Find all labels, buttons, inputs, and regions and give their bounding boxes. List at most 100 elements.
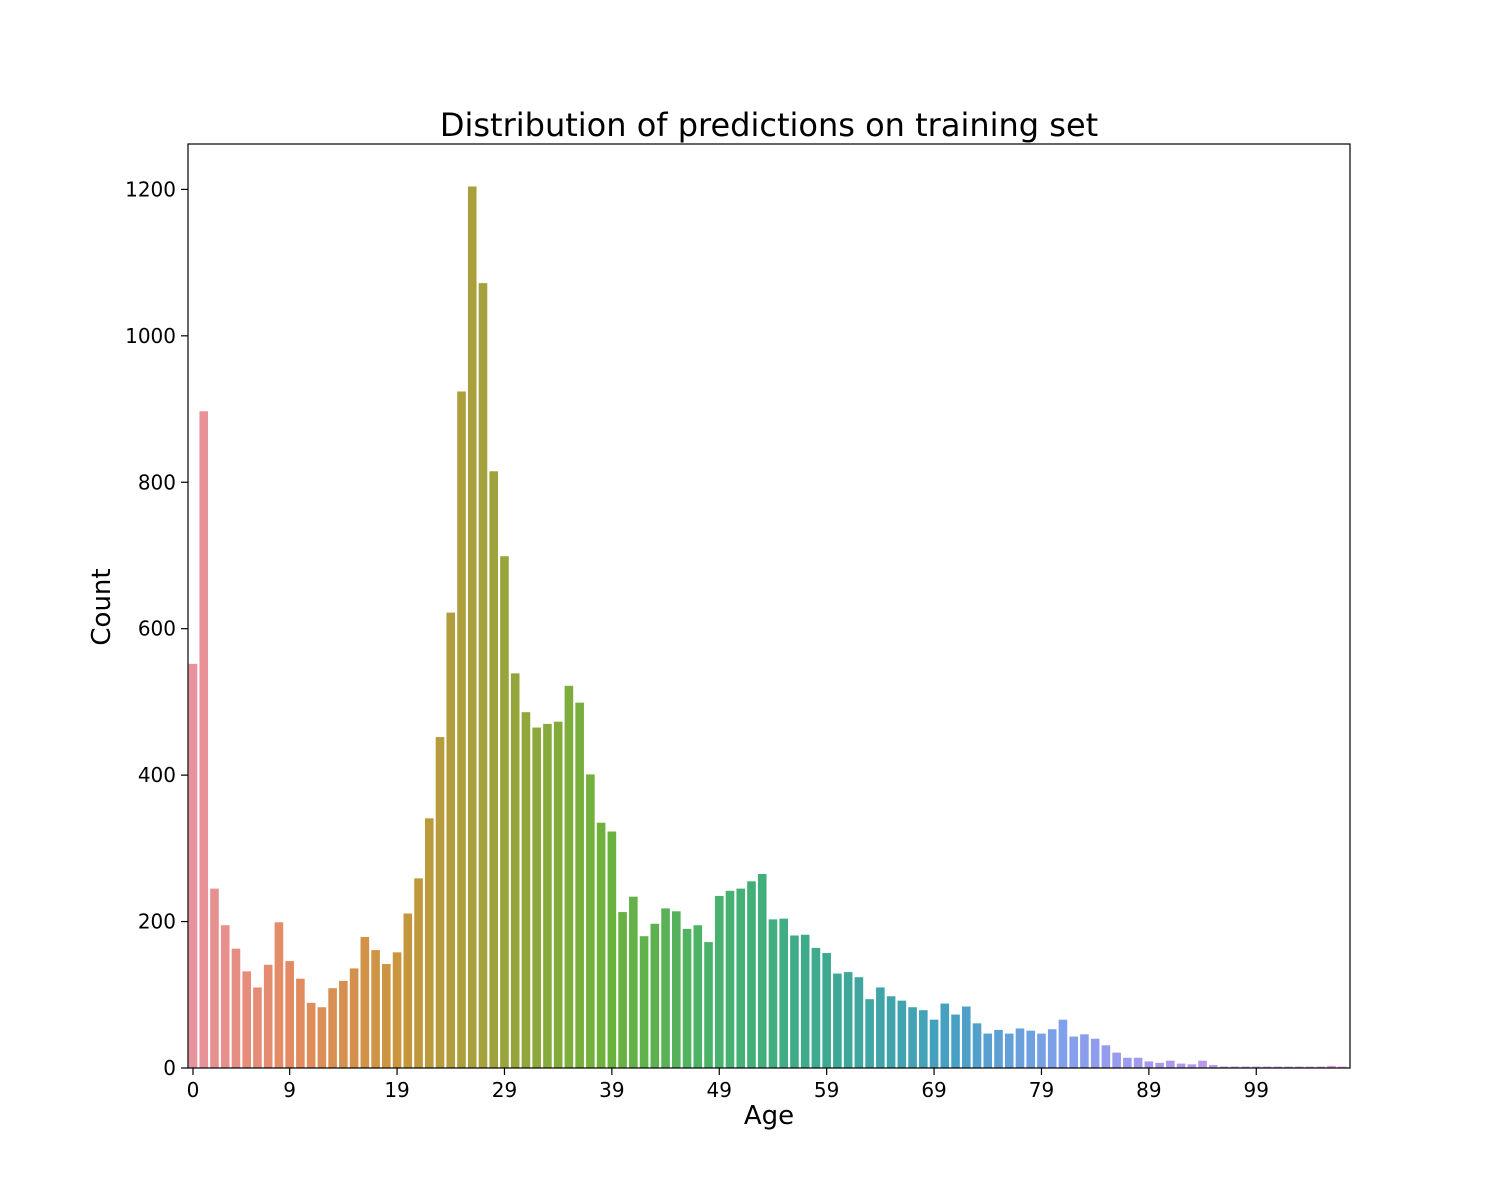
bar-age-60 (833, 973, 842, 1068)
bar-age-48 (704, 942, 713, 1068)
y-tick-label: 1200 (125, 177, 176, 201)
bar-age-0 (188, 663, 198, 1068)
bar-age-55 (779, 918, 788, 1068)
bar-age-76 (1004, 1033, 1014, 1068)
bar-age-30 (510, 673, 520, 1068)
x-tick-label: 0 (187, 1078, 200, 1102)
bar-age-71 (951, 1014, 960, 1068)
bar-age-97 (1230, 1066, 1240, 1068)
bar-age-98 (1241, 1066, 1250, 1068)
bar-age-74 (983, 1033, 993, 1068)
bar-age-32 (532, 727, 541, 1068)
bar-age-88 (1133, 1057, 1143, 1068)
bar-age-43 (650, 923, 660, 1068)
bar-age-17 (371, 950, 380, 1068)
bar-age-4 (231, 948, 241, 1068)
bar-age-29 (500, 556, 509, 1068)
bar-age-84 (1090, 1038, 1100, 1068)
bar-age-85 (1101, 1045, 1111, 1068)
bar-age-59 (822, 953, 831, 1068)
plot-frame (187, 143, 1351, 1069)
bar-age-107 (1337, 1066, 1347, 1068)
bar-age-47 (693, 925, 703, 1068)
x-axis-label: Age (744, 1101, 794, 1131)
bar-age-94 (1198, 1060, 1207, 1068)
x-tick-label: 59 (814, 1078, 839, 1102)
bar-age-96 (1219, 1066, 1229, 1068)
bar-age-10 (296, 978, 305, 1068)
bar-age-52 (747, 881, 756, 1068)
bar-age-58 (811, 947, 821, 1068)
bar-age-2 (210, 888, 219, 1068)
bar-age-95 (1209, 1065, 1218, 1068)
bar-age-19 (392, 952, 402, 1068)
x-tick-label: 79 (1029, 1078, 1054, 1102)
bar-age-62 (854, 977, 864, 1068)
bar-age-38 (596, 822, 606, 1068)
bar-age-78 (1026, 1030, 1036, 1068)
bar-age-39 (607, 831, 617, 1068)
bar-age-40 (618, 912, 627, 1068)
y-tick-label: 800 (138, 470, 176, 494)
bar-age-79 (1037, 1033, 1046, 1068)
bar-age-16 (360, 936, 370, 1068)
bar-age-45 (672, 911, 681, 1068)
bar-age-64 (876, 987, 885, 1068)
bar-age-57 (800, 934, 810, 1068)
bar-age-87 (1123, 1057, 1132, 1068)
bar-age-35 (564, 685, 574, 1068)
bar-age-53 (757, 873, 767, 1068)
bar-age-82 (1069, 1036, 1078, 1068)
bar-age-91 (1166, 1060, 1175, 1068)
bar-age-41 (629, 896, 638, 1068)
bar-age-72 (961, 1006, 971, 1068)
x-tick-label: 19 (384, 1078, 409, 1102)
bar-age-12 (317, 1007, 327, 1068)
bar-age-22 (424, 818, 434, 1068)
y-tick-label: 200 (138, 910, 176, 934)
bar-age-67 (908, 1007, 917, 1068)
bar-age-44 (661, 908, 670, 1068)
bar-age-103 (1294, 1066, 1304, 1068)
bar-age-92 (1176, 1063, 1186, 1068)
bar-age-56 (790, 935, 799, 1068)
bar-age-63 (865, 999, 874, 1068)
bar-age-1 (199, 411, 209, 1068)
bar-age-69 (929, 1019, 939, 1068)
bar-age-66 (897, 1000, 907, 1068)
bar-age-11 (306, 1002, 316, 1068)
x-tick-label: 89 (1136, 1078, 1161, 1102)
bar-age-49 (714, 895, 724, 1068)
chart-title: Distribution of predictions on training … (440, 106, 1098, 144)
bar-age-106 (1327, 1065, 1336, 1068)
bar-age-99 (1251, 1066, 1261, 1068)
bar-age-68 (919, 1010, 928, 1068)
x-tick-label: 9 (283, 1078, 296, 1102)
x-tick-label: 69 (921, 1078, 946, 1102)
bar-age-86 (1112, 1052, 1121, 1068)
bar-age-7 (263, 964, 273, 1068)
bar-age-20 (403, 913, 413, 1068)
bar-age-31 (521, 712, 531, 1068)
bar-age-73 (972, 1023, 982, 1068)
bar-age-33 (543, 723, 552, 1068)
bar-age-80 (1047, 1029, 1057, 1068)
bar-age-26 (467, 186, 477, 1069)
bar-age-36 (575, 702, 584, 1068)
bar-age-23 (435, 737, 445, 1068)
y-axis: 0 200 400 600 800 1000 1200 (125, 177, 188, 1080)
bar-age-81 (1058, 1019, 1068, 1068)
bar-age-61 (843, 972, 853, 1068)
bar-age-83 (1080, 1034, 1089, 1068)
y-tick-label: 400 (138, 763, 176, 787)
bar-age-89 (1144, 1061, 1154, 1068)
bar-age-46 (682, 928, 692, 1068)
x-tick-label: 99 (1244, 1078, 1269, 1102)
bar-age-75 (994, 1029, 1003, 1068)
bar-age-42 (639, 936, 649, 1068)
bar-age-34 (553, 721, 563, 1068)
bar-age-25 (457, 391, 466, 1069)
bar-age-90 (1155, 1062, 1164, 1068)
bar-age-14 (339, 980, 348, 1068)
bar-age-50 (725, 890, 735, 1068)
